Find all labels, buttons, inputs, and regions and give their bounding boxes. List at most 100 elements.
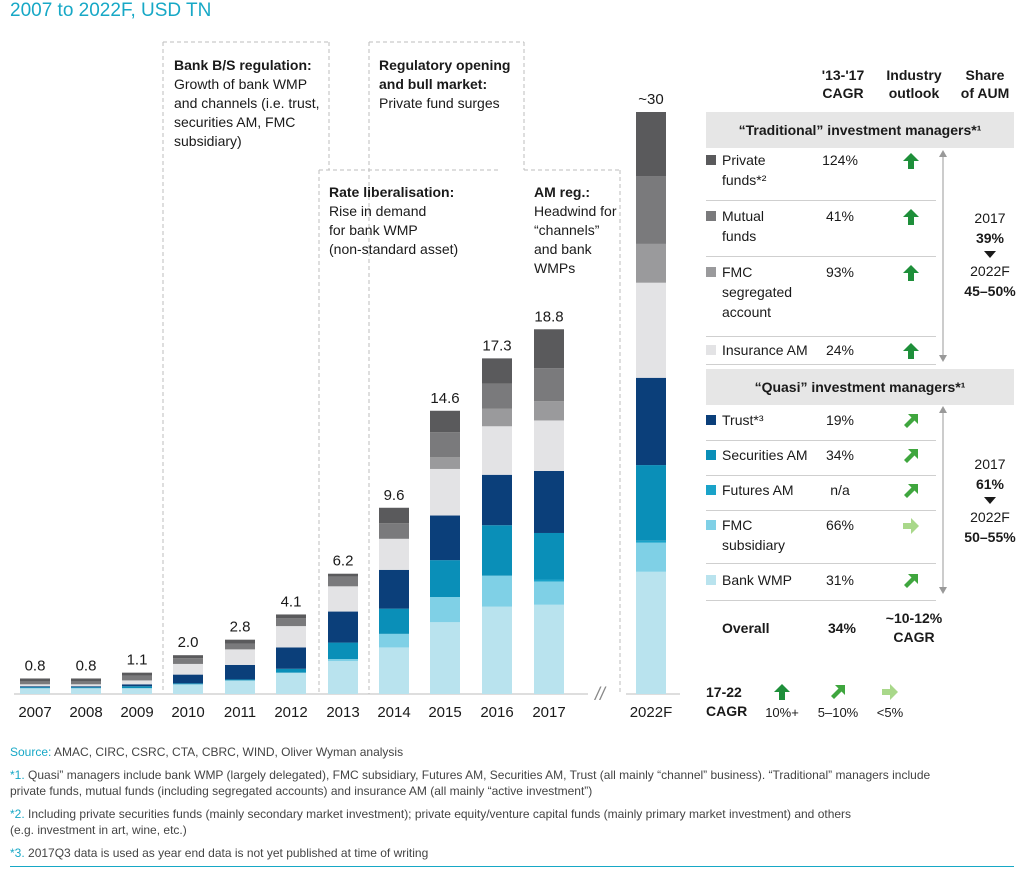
arrow-right-icon [903, 518, 919, 534]
bar-segment [534, 329, 564, 369]
bar-segment [482, 575, 512, 607]
bar-segment [430, 468, 460, 516]
bar-segment [20, 684, 50, 687]
bar-segment [276, 614, 306, 619]
table-row: Securities AM 34% [706, 445, 936, 476]
row-cagr: 41% [825, 208, 855, 224]
row-name-line: account [722, 304, 772, 320]
bar-segment [636, 540, 666, 543]
bar-segment [636, 282, 666, 378]
bar-total-label: ~30 [638, 91, 663, 108]
row-name: Mutual funds [722, 206, 764, 246]
table-row: Private funds*² 124% [706, 150, 936, 201]
bar-segment [636, 243, 666, 283]
share-from-year: 2017 [974, 456, 1006, 472]
bar-total-label: 2.0 [178, 634, 199, 651]
bar-segment [482, 474, 512, 526]
annotation-line: Private fund surges [379, 95, 500, 111]
annotation-line: securities AM, FMC [174, 114, 296, 130]
bar-total-label: 14.6 [430, 390, 459, 407]
arrow-up-right-icon [904, 574, 918, 588]
footnote: Source: AMAC, CIRC, CSRC, CTA, CBRC, WIN… [10, 744, 403, 760]
row-swatch [706, 267, 716, 277]
arrow-up-right-icon [904, 484, 918, 498]
bar-segment [482, 358, 512, 384]
bar-segment [534, 420, 564, 471]
annotation-rate-liberalisation: Rate liberalisation: Rise in demand for … [329, 183, 499, 259]
bar-segment [482, 383, 512, 409]
arrow-up-icon [903, 209, 919, 225]
footnote-key: *1. [10, 768, 25, 782]
bar-segment [173, 655, 203, 659]
share-to: 45–50% [964, 283, 1016, 299]
bar-total-label: 9.6 [384, 487, 405, 504]
x-tick-label: 2008 [69, 704, 102, 721]
bar-segment [379, 507, 409, 524]
header-line: outlook [888, 85, 940, 101]
bar-segment [276, 626, 306, 648]
bar-segment [328, 661, 358, 694]
footnote-text: Quasi” managers include bank WMP (largel… [24, 768, 931, 782]
bar-segment [430, 410, 460, 433]
legend-label-line: CAGR [706, 703, 748, 719]
row-swatch [706, 485, 716, 495]
row-cagr: 124% [822, 152, 858, 168]
bar-segment [328, 586, 358, 612]
bar-segment [636, 465, 666, 541]
share-triangle-icon [984, 251, 996, 258]
bar-segment [430, 597, 460, 623]
x-tick-label: 2015 [428, 704, 461, 721]
bar-segment [636, 542, 666, 572]
bar-segment [225, 680, 255, 694]
bar-segment [534, 532, 564, 580]
footnote: *2. Including private securities funds (… [10, 806, 851, 822]
row-cagr: 24% [825, 342, 855, 358]
footnote-text: AMAC, CIRC, CSRC, CTA, CBRC, WIND, Olive… [51, 745, 404, 759]
annotation-line: Headwind for [534, 203, 617, 219]
bar-segment [636, 176, 666, 244]
row-name-line: funds*² [722, 172, 767, 188]
annotation-line: subsidiary) [174, 133, 242, 149]
bar-segment [534, 401, 564, 421]
bar-segment [71, 688, 101, 694]
row-name-line: Futures AM [722, 482, 794, 498]
bar-segment [430, 515, 460, 561]
bar-segment [430, 560, 460, 597]
bar-segment [71, 681, 101, 685]
row-cagr: 66% [825, 517, 855, 533]
table-row: Insurance AM 24% [706, 340, 936, 365]
row-name-line: Securities AM [722, 447, 808, 463]
bar-segment [534, 604, 564, 694]
legend-item-label: 5–10% [817, 705, 859, 720]
annotation-line: Rise in demand [329, 203, 427, 219]
arrow-up-icon [903, 153, 919, 169]
bar-segment [379, 608, 409, 634]
overall-outlook: ~10-12% CAGR [870, 609, 958, 647]
annotation-line: and bank [534, 241, 592, 257]
bar-segment [534, 579, 564, 582]
x-tick-label: 2017 [532, 704, 565, 721]
row-name: Bank WMP [722, 570, 792, 590]
annotation-line: and channels (i.e. trust, [174, 95, 320, 111]
bar-segment [173, 663, 203, 675]
legend-item-label: <5% [876, 705, 904, 720]
row-name-line: FMC [722, 517, 753, 533]
overall-outlook-line: CAGR [893, 629, 935, 645]
legend-label: 17-22 CAGR [706, 683, 747, 721]
x-tick-label: 2014 [377, 704, 410, 721]
annotation-line: Growth of bank WMP [174, 76, 308, 92]
row-name: Insurance AM [722, 340, 808, 360]
x-tick-label: 2022F [630, 704, 673, 721]
annotation-line: (non-standard asset) [329, 241, 459, 257]
annotation-regulatory-opening: Regulatory opening and bull market: Priv… [379, 56, 549, 113]
row-cagr: 93% [825, 264, 855, 280]
footnote-text: 2017Q3 data is used as year end data is … [24, 846, 429, 860]
bar-segment [534, 368, 564, 402]
table-row: Bank WMP 31% [706, 570, 936, 601]
annotation-line: WMPs [534, 260, 576, 276]
bar-segment [430, 457, 460, 469]
table-row: FMC subsidiary 66% [706, 515, 936, 564]
bar-segment [173, 658, 203, 664]
row-cagr: 31% [825, 572, 855, 588]
bar-segment [276, 672, 306, 694]
